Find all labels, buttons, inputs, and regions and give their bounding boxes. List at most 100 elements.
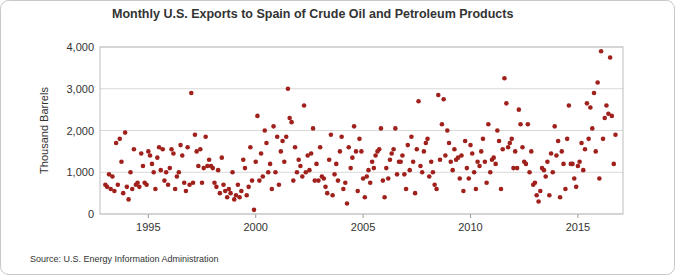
point — [504, 101, 509, 106]
point — [293, 145, 298, 150]
point — [389, 151, 394, 156]
point — [275, 134, 280, 139]
point — [225, 195, 230, 200]
point — [114, 141, 119, 146]
x-tick — [577, 214, 578, 218]
point — [126, 197, 131, 202]
point — [180, 153, 185, 158]
chart: Monthly U.S. Exports to Spain of Crude O… — [0, 0, 675, 275]
point — [497, 139, 502, 144]
x-tick — [470, 214, 471, 218]
point — [513, 149, 518, 154]
point — [236, 182, 241, 187]
point — [502, 76, 507, 81]
point — [244, 193, 249, 198]
point — [561, 162, 566, 167]
point — [214, 185, 219, 190]
point — [461, 189, 466, 194]
point — [273, 170, 278, 175]
point — [526, 122, 531, 127]
point — [567, 103, 572, 108]
point — [418, 164, 423, 169]
point — [549, 151, 554, 156]
x-tick — [148, 214, 149, 218]
point — [457, 176, 462, 181]
point — [221, 182, 226, 187]
point — [322, 176, 327, 181]
point — [477, 164, 482, 169]
point — [151, 170, 156, 175]
point — [441, 97, 446, 102]
point — [593, 149, 598, 154]
point — [611, 162, 616, 167]
point — [110, 174, 115, 179]
point — [139, 151, 144, 156]
point — [359, 149, 364, 154]
point — [348, 166, 353, 171]
point — [255, 114, 260, 119]
point — [554, 153, 559, 158]
point — [377, 147, 382, 152]
point — [339, 134, 344, 139]
point — [592, 91, 597, 96]
point — [314, 162, 319, 167]
point — [393, 126, 398, 131]
point — [368, 180, 373, 185]
point — [198, 147, 203, 152]
point — [200, 180, 205, 185]
point — [295, 170, 300, 175]
point — [409, 134, 414, 139]
point — [425, 137, 430, 142]
point — [177, 170, 182, 175]
point — [472, 170, 477, 175]
point — [586, 137, 591, 142]
point — [424, 141, 429, 146]
point — [302, 103, 307, 108]
point — [468, 143, 473, 148]
point — [543, 174, 548, 179]
point — [158, 168, 163, 173]
point — [271, 124, 276, 129]
point — [355, 189, 360, 194]
point — [590, 126, 595, 131]
point — [168, 166, 173, 171]
point — [545, 160, 550, 165]
point — [499, 187, 504, 192]
point — [415, 147, 420, 152]
point — [216, 168, 221, 173]
point — [334, 162, 339, 167]
point — [524, 162, 529, 167]
point — [218, 191, 223, 196]
points — [103, 49, 618, 212]
point — [413, 191, 418, 196]
point — [332, 172, 337, 177]
point — [246, 185, 251, 190]
source: Source: U.S. Energy Information Administ… — [30, 254, 219, 264]
point — [495, 128, 500, 133]
point — [270, 187, 275, 192]
point — [558, 195, 563, 200]
point — [153, 187, 158, 192]
point — [588, 105, 593, 110]
point — [203, 134, 208, 139]
point — [352, 124, 357, 129]
point — [230, 170, 235, 175]
point — [184, 189, 189, 194]
y-tick-label: 4,000 — [66, 41, 94, 53]
point — [146, 149, 151, 154]
point — [291, 178, 296, 183]
point — [479, 149, 484, 154]
point — [534, 193, 539, 198]
point — [227, 187, 232, 192]
point — [266, 170, 271, 175]
point — [191, 180, 196, 185]
point — [373, 153, 378, 158]
point — [173, 187, 178, 192]
point — [602, 116, 607, 121]
point — [491, 155, 496, 160]
x-tick-label: 1995 — [136, 221, 160, 233]
point — [432, 182, 437, 187]
point — [466, 176, 471, 181]
point — [128, 170, 133, 175]
x-tick-label: 2000 — [243, 221, 267, 233]
